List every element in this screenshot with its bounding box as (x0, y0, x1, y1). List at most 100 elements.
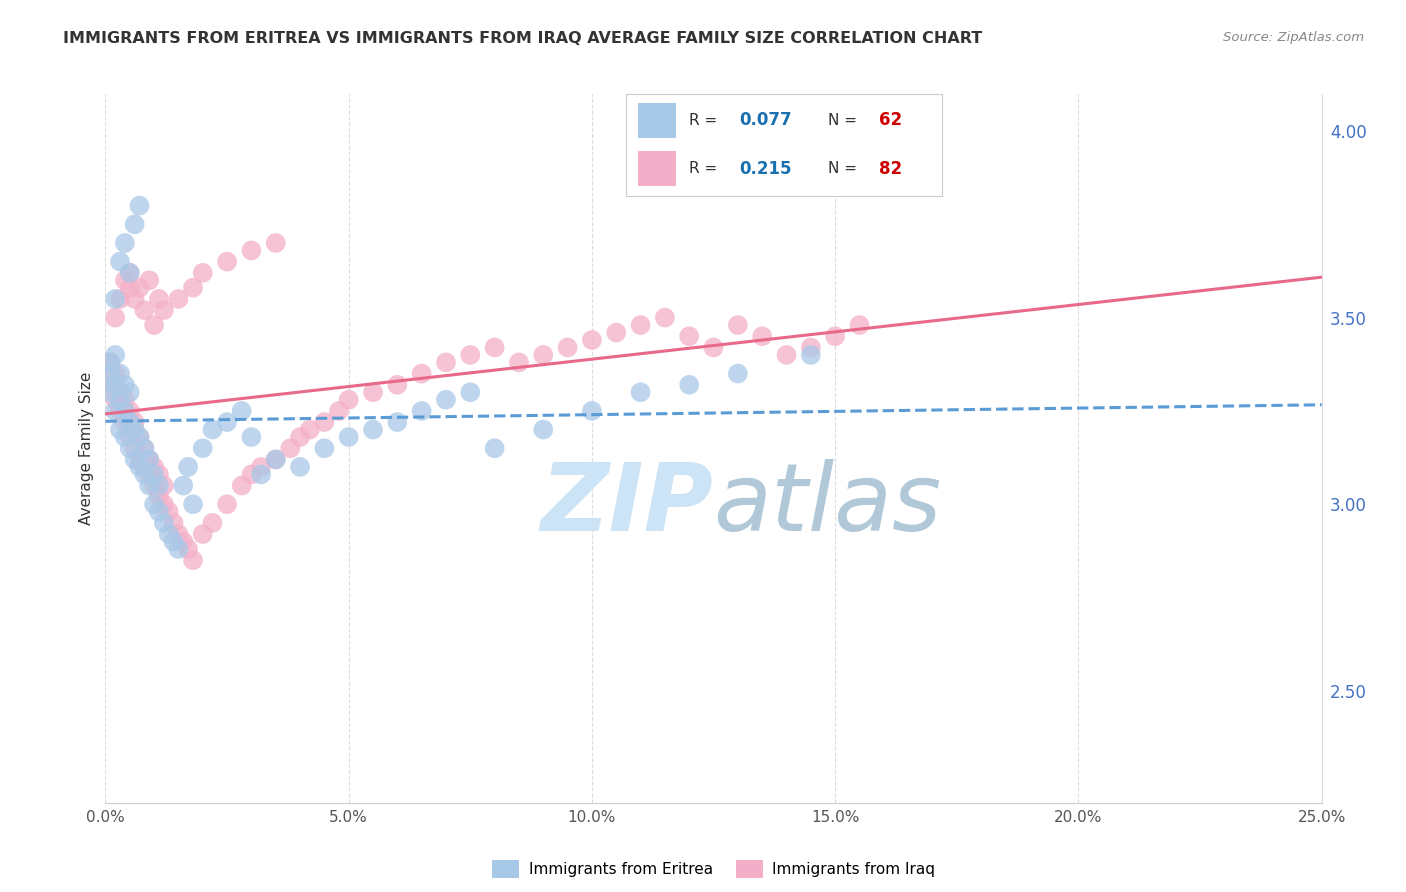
Point (264, 452, 287, 467)
Point (250, 459, 273, 474)
Point (98, 385, 121, 400)
Text: 62: 62 (879, 112, 901, 129)
Point (148, 478, 170, 492)
Point (411, 404, 433, 418)
Point (134, 467, 156, 482)
Point (138, 273, 160, 287)
Point (124, 292, 146, 306)
Point (727, 318, 749, 332)
Text: N =: N = (828, 112, 862, 128)
Point (162, 516, 184, 530)
Point (118, 266, 141, 280)
Point (298, 423, 321, 437)
Point (172, 478, 194, 492)
Point (143, 459, 166, 474)
Point (114, 273, 136, 287)
Point (118, 415, 141, 429)
Point (250, 467, 273, 482)
Point (458, 385, 481, 400)
Point (104, 292, 127, 306)
Point (124, 452, 146, 467)
Point (217, 415, 239, 429)
Point (138, 467, 160, 482)
Point (434, 392, 457, 407)
Point (134, 441, 156, 455)
Point (124, 423, 146, 437)
Point (138, 478, 160, 492)
Point (134, 303, 156, 318)
Point (337, 392, 360, 407)
Point (104, 367, 127, 381)
FancyBboxPatch shape (638, 103, 676, 137)
Point (240, 467, 263, 482)
Point (104, 348, 127, 362)
Point (114, 235, 136, 250)
Point (108, 254, 131, 268)
Point (98, 367, 121, 381)
Text: N =: N = (828, 161, 862, 176)
Point (153, 497, 176, 511)
Text: R =: R = (689, 161, 723, 176)
Text: R =: R = (689, 112, 723, 128)
Point (231, 404, 253, 418)
Point (143, 318, 166, 332)
Point (181, 281, 204, 295)
Point (288, 430, 311, 444)
Point (114, 415, 136, 429)
Point (181, 553, 204, 567)
Point (314, 441, 336, 455)
Text: IMMIGRANTS FROM ERITREA VS IMMIGRANTS FROM IRAQ AVERAGE FAMILY SIZE CORRELATION : IMMIGRANTS FROM ERITREA VS IMMIGRANTS FR… (63, 31, 983, 46)
Point (191, 527, 214, 541)
Point (848, 318, 870, 332)
Point (264, 235, 287, 250)
Point (104, 310, 127, 325)
Point (484, 441, 506, 455)
Point (678, 377, 700, 392)
Point (727, 367, 749, 381)
Point (108, 367, 131, 381)
Point (128, 199, 150, 213)
Y-axis label: Average Family Size: Average Family Size (79, 372, 94, 524)
Point (240, 430, 263, 444)
Point (531, 423, 554, 437)
Point (128, 452, 150, 467)
Point (104, 404, 127, 418)
Point (328, 404, 350, 418)
Point (118, 404, 141, 418)
Point (128, 281, 150, 295)
Point (134, 441, 156, 455)
Point (775, 348, 797, 362)
Text: 0.077: 0.077 (740, 112, 792, 129)
Point (124, 441, 146, 455)
Point (143, 467, 166, 482)
Point (314, 415, 336, 429)
Point (581, 333, 603, 347)
Point (630, 318, 652, 332)
Point (108, 423, 131, 437)
Text: ZIP: ZIP (541, 459, 713, 551)
Point (434, 355, 457, 369)
Point (118, 385, 141, 400)
Point (361, 385, 384, 400)
Point (181, 497, 204, 511)
Point (800, 341, 823, 355)
Legend: Immigrants from Eritrea, Immigrants from Iraq: Immigrants from Eritrea, Immigrants from… (485, 854, 942, 884)
Point (172, 534, 194, 549)
Point (278, 441, 301, 455)
Point (157, 505, 180, 519)
Point (124, 415, 146, 429)
Point (201, 516, 224, 530)
Point (153, 303, 176, 318)
FancyBboxPatch shape (638, 151, 676, 186)
Point (138, 452, 160, 467)
Point (231, 478, 253, 492)
Point (288, 459, 311, 474)
Point (108, 404, 131, 418)
Point (162, 534, 184, 549)
Point (104, 377, 127, 392)
Point (387, 415, 409, 429)
Text: 0.215: 0.215 (740, 160, 792, 178)
Point (387, 377, 409, 392)
Point (217, 254, 239, 268)
Point (98, 355, 121, 369)
